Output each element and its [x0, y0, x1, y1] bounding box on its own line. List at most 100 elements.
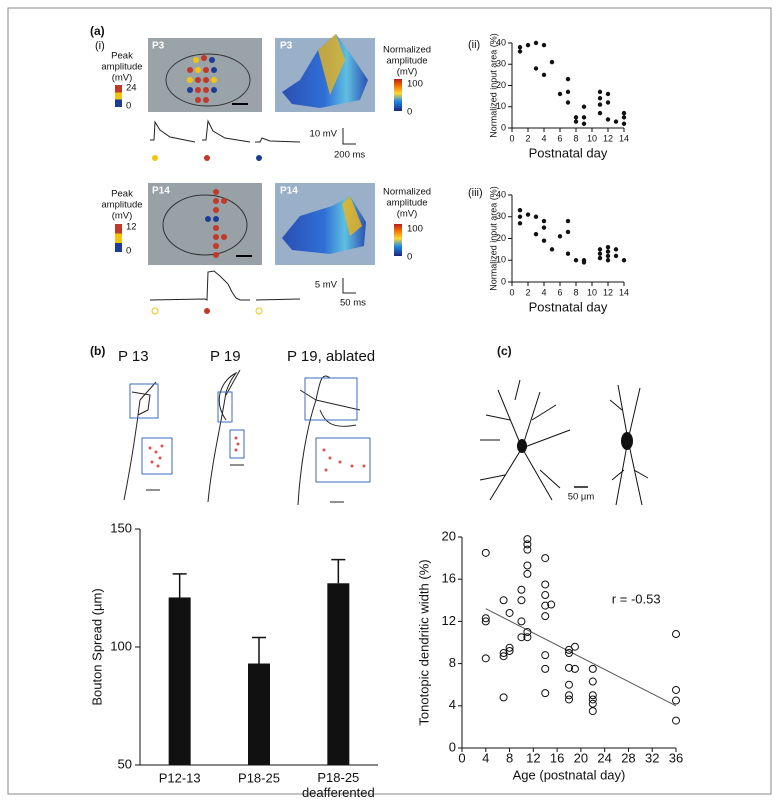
colorbar-title: Peak: [111, 189, 133, 200]
colorbar-title: Peak: [111, 51, 133, 62]
scale-label: 10 mV: [310, 129, 338, 140]
panel-label: (ii): [468, 39, 480, 51]
x-tick-label: 14: [619, 287, 629, 297]
point: [499, 596, 508, 605]
colorbar: [115, 85, 122, 107]
y-tick-label: 8: [449, 655, 456, 670]
x-tick-label: 8: [573, 133, 578, 143]
dot: [204, 308, 210, 314]
scale-bars: [342, 128, 356, 145]
y-tick-label: 30: [496, 59, 506, 69]
point: [621, 121, 627, 126]
point: [597, 110, 603, 116]
point: [481, 548, 490, 557]
colorbar: [394, 79, 402, 111]
panel-label: (a): [90, 24, 105, 38]
point: [549, 59, 555, 65]
y-tick-label: 10: [496, 255, 506, 265]
point: [613, 247, 619, 252]
x-tick-label: 0: [509, 287, 514, 297]
x-tick-label: 0: [458, 750, 465, 765]
point: [605, 249, 611, 254]
scale-bars: [342, 278, 356, 294]
surface-peak: [318, 34, 345, 95]
y-tick-label: 0: [449, 739, 456, 754]
x-tick-label: 8: [573, 287, 578, 297]
age-label: P14: [280, 186, 298, 197]
dots: [187, 55, 217, 103]
point: [541, 42, 547, 48]
point: [505, 608, 514, 617]
y-tick-label: 40: [496, 37, 506, 47]
x-tick-label: 24: [597, 750, 611, 765]
frame: [7, 7, 772, 795]
x-tick-label: P18-25: [238, 770, 280, 785]
colorbar-tick: 24: [126, 83, 137, 94]
error-bar: [172, 573, 187, 598]
point: [613, 119, 619, 124]
dot: [152, 155, 158, 161]
point: [533, 214, 539, 219]
colorbar-title: (mV): [397, 209, 418, 220]
point: [573, 119, 579, 124]
point: [481, 617, 490, 626]
point: [565, 663, 573, 672]
y-tick-label: 0: [501, 276, 506, 286]
bar: [168, 597, 191, 765]
point: [597, 102, 603, 107]
x-tick-label: 6: [557, 287, 562, 297]
y-tick-label: 40: [496, 189, 506, 199]
point: [525, 42, 531, 48]
x-tick-label: 16: [550, 750, 564, 765]
scale-label: 50 ms: [340, 298, 366, 309]
point: [565, 229, 571, 235]
point: [523, 569, 532, 578]
point: [525, 212, 531, 217]
point: [565, 218, 571, 224]
bar: [248, 663, 270, 765]
point: [605, 245, 611, 250]
x-tick-label: 28: [621, 750, 635, 765]
colorbar-title: amplitude: [386, 56, 427, 67]
trendline: [485, 608, 677, 707]
point: [588, 677, 597, 686]
point: [605, 117, 611, 122]
x-tick-label: 14: [619, 133, 629, 143]
point: [581, 121, 587, 126]
point: [523, 540, 532, 549]
colorbar-tick: 0: [407, 107, 412, 118]
cell-label: P 19, ablated: [287, 348, 375, 365]
x-tick-label: P18-25 deafferented: [302, 770, 375, 800]
point: [672, 696, 680, 705]
x-tick-label: 0: [509, 133, 514, 143]
colorbar-title: amplitude: [101, 200, 142, 211]
cell-label: P 13: [118, 348, 149, 365]
x-tick-label: 2: [525, 133, 530, 143]
point: [541, 612, 550, 621]
y-tick-label: 16: [442, 571, 456, 586]
x-tick-label: 12: [603, 287, 613, 297]
dot: [151, 307, 159, 315]
point: [565, 100, 571, 105]
dot: [204, 155, 210, 161]
dots: [205, 189, 227, 258]
x-tick-label: 2: [525, 287, 530, 297]
point: [533, 66, 539, 71]
point: [672, 716, 680, 725]
point: [517, 596, 526, 605]
point: [570, 642, 579, 651]
point: [541, 591, 550, 600]
point: [573, 258, 579, 263]
panel-label: (c): [497, 344, 512, 358]
x-tick-label: P12-13: [159, 770, 201, 785]
x-tick-label: 10: [587, 287, 597, 297]
y-axis-label: Bouton Spread (µm): [89, 588, 104, 705]
point: [565, 691, 573, 700]
y-tick-label: 20: [442, 528, 456, 543]
point: [517, 617, 526, 626]
soma: [621, 432, 633, 450]
age-label: P3: [280, 41, 293, 52]
point: [541, 218, 547, 224]
scale-label: 50 µm: [568, 492, 595, 503]
point: [613, 253, 619, 259]
